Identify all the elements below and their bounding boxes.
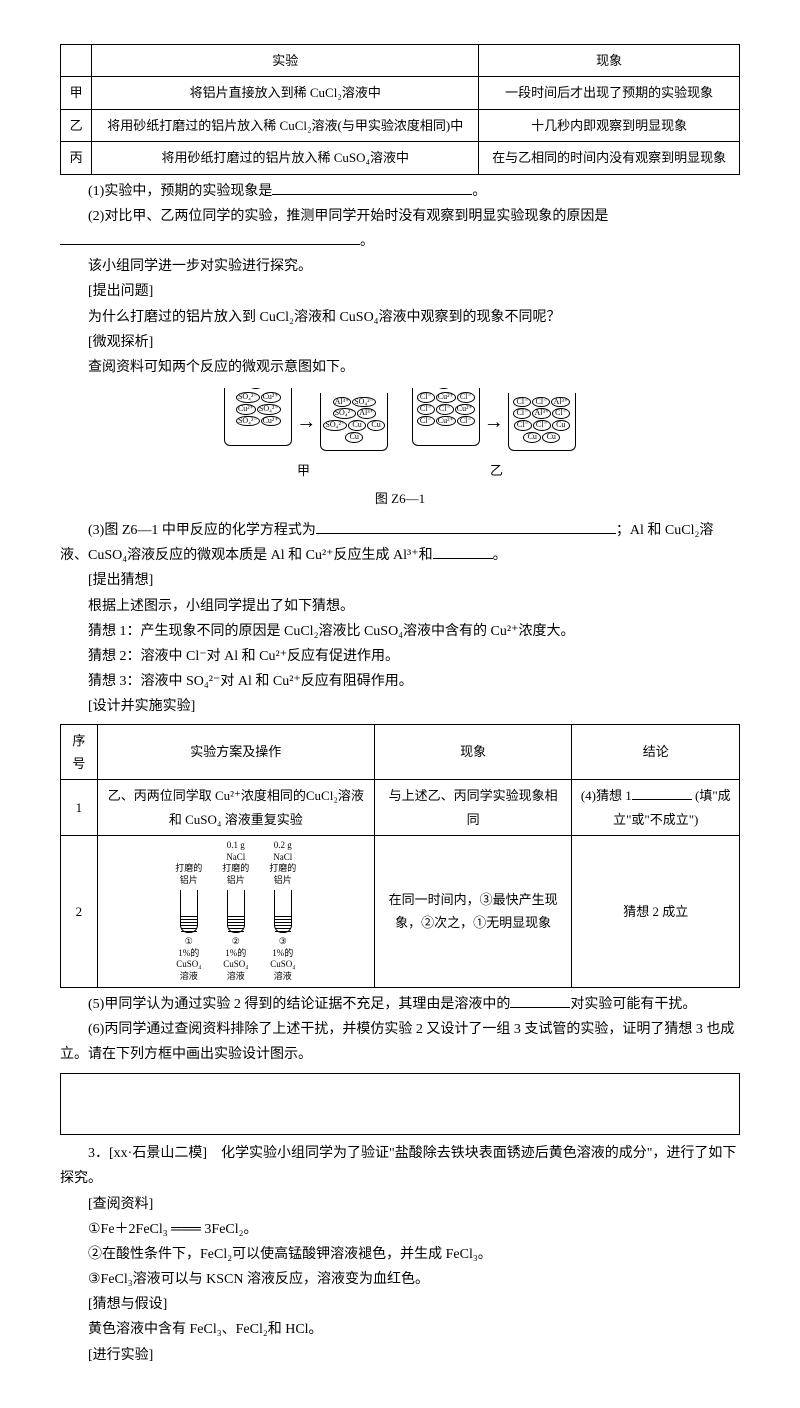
heading-hypothesis: [提出猜想]: [60, 568, 740, 593]
arrow-icon: →: [296, 404, 316, 440]
guess-3: 猜想 3：溶液中 SO₄²⁻对 Al 和 Cu²⁺反应有阻碍作用。: [60, 669, 740, 694]
arrow-icon: →: [484, 404, 504, 440]
para-4: 根据上述图示，小组同学提出了如下猜想。: [60, 594, 740, 619]
t2r1c4: (4)猜想 1 (填"成立"或"不成立"): [572, 780, 740, 836]
h-exp: 实验: [92, 45, 479, 77]
t2r2c4: 猜想 2 成立: [572, 836, 740, 988]
beaker-yi-2: Cl⁻Cl⁻Al³⁺Cl⁻Al³⁺Cl⁻Cl⁻Cl⁻CuCuCu: [508, 393, 576, 451]
heading-assume: [猜想与假设]: [60, 1292, 740, 1317]
question-6: (6)丙同学通过查阅资料排除了上述干扰，并模仿实验 2 又设计了一组 3 支试管…: [60, 1017, 740, 1067]
heading-question: [提出问题]: [60, 279, 740, 304]
t2r1c1: 1: [61, 780, 98, 836]
question-1: (1)实验中，预期的实验现象是。: [60, 179, 740, 204]
question-2: (2)对比甲、乙两位同学的实验，推测甲同学开始时没有观察到明显实验现象的原因是: [60, 204, 740, 229]
reaction-diagram: Al↓ SO₄²⁻Cu²⁺Cu²⁺SO₄²⁻SO₄²⁻Cu²⁺ → Al³⁺SO…: [60, 388, 740, 510]
experiment-table-2: 序号实验方案及操作现象结论 1 乙、丙两位同学取 Cu²⁺浓度相同的CuCl₂溶…: [60, 724, 740, 988]
r2c1: 乙: [61, 109, 92, 141]
t2h1: 序号: [61, 724, 98, 780]
r1c2: 将铝片直接放入到稀 CuCl₂溶液中: [92, 77, 479, 109]
problem-3: 3．[xx·石景山二模] 化学实验小组同学为了验证"盐酸除去铁块表面锈迹后黄色溶…: [60, 1141, 740, 1191]
experiment-table-1: 实验现象 甲将铝片直接放入到稀 CuCl₂溶液中一段时间后才出现了预期的实验现象…: [60, 44, 740, 175]
para-3: 查阅资料可知两个反应的微观示意图如下。: [60, 355, 740, 380]
r1c3: 一段时间后才出现了预期的实验现象: [479, 77, 740, 109]
question-3: (3)图 Z6—1 中甲反应的化学方程式为；Al 和 CuCl₂溶液、CuSO₄…: [60, 518, 740, 568]
guess-1: 猜想 1：产生现象不同的原因是 CuCl₂溶液比 CuSO₄溶液中含有的 Cu²…: [60, 619, 740, 644]
blank-line: 。: [60, 229, 740, 254]
ref-2: ②在酸性条件下，FeCl₂可以使高锰酸钾溶液褪色，并生成 FeCl₃。: [60, 1242, 740, 1267]
t2r1c2: 乙、丙两位同学取 Cu²⁺浓度相同的CuCl₂溶液和 CuSO₄ 溶液重复实验: [97, 780, 374, 836]
beaker-yi-1: Al↓ Cl⁻Cu²⁺Cl⁻Cl⁻Cl⁻Cu²⁺Cl⁻Cu²⁺Cl⁻: [412, 388, 480, 446]
ref-1: ①Fe＋2FeCl₃ ═══ 3FeCl₂。: [60, 1217, 740, 1242]
t2h4: 结论: [572, 724, 740, 780]
label-yi: 乙: [490, 459, 503, 482]
r2c3: 十几秒内即观察到明显现象: [479, 109, 740, 141]
h-blank: [61, 45, 92, 77]
para-6: 黄色溶液中含有 FeCl₃、FeCl₂和 HCl。: [60, 1317, 740, 1342]
r3c1: 丙: [61, 142, 92, 174]
label-jia: 甲: [297, 459, 310, 482]
r3c3: 在与乙相同的时间内没有观察到明显现象: [479, 142, 740, 174]
t2r2c1: 2: [61, 836, 98, 988]
heading-do: [进行实验]: [60, 1343, 740, 1368]
beaker-jia-1: Al↓ SO₄²⁻Cu²⁺Cu²⁺SO₄²⁻SO₄²⁻Cu²⁺: [224, 388, 292, 446]
t2h2: 实验方案及操作: [97, 724, 374, 780]
t2r1c3: 与上述乙、丙同学实验现象相同: [374, 780, 572, 836]
heading-micro: [微观探析]: [60, 330, 740, 355]
r2c2: 将用砂纸打磨过的铝片放入稀 CuCl₂溶液(与甲实验浓度相同)中: [92, 109, 479, 141]
r1c1: 甲: [61, 77, 92, 109]
guess-2: 猜想 2：溶液中 Cl⁻对 Al 和 Cu²⁺反应有促进作用。: [60, 644, 740, 669]
para-2: 为什么打磨过的铝片放入到 CuCl₂溶液和 CuSO₄溶液中观察到的现象不同呢？: [60, 305, 740, 330]
t2h3: 现象: [374, 724, 572, 780]
heading-design: [设计并实施实验]: [60, 694, 740, 719]
figure-caption: 图 Z6—1: [60, 487, 740, 510]
ref-3: ③FeCl₃溶液可以与 KSCN 溶液反应，溶液变为血红色。: [60, 1267, 740, 1292]
t2r2c2: 打磨的 铝片①1%的 CuSO₄ 溶液 0.1 g NaCl打磨的 铝片②1%的…: [97, 836, 374, 988]
para-1: 该小组同学进一步对实验进行探究。: [60, 254, 740, 279]
heading-reference: [查阅资料]: [60, 1192, 740, 1217]
question-5: (5)甲同学认为通过实验 2 得到的结论证据不充足，其理由是溶液中的对实验可能有…: [60, 992, 740, 1017]
answer-frame: [60, 1073, 740, 1135]
t2r2c3: 在同一时间内，③最快产生现象，②次之，①无明显现象: [374, 836, 572, 988]
beaker-jia-2: Al³⁺SO₄²⁻SO₄²⁻Al³⁺SO₄²⁻CuCuCu: [320, 393, 388, 451]
h-phen: 现象: [479, 45, 740, 77]
r3c2: 将用砂纸打磨过的铝片放入稀 CuSO₄溶液中: [92, 142, 479, 174]
